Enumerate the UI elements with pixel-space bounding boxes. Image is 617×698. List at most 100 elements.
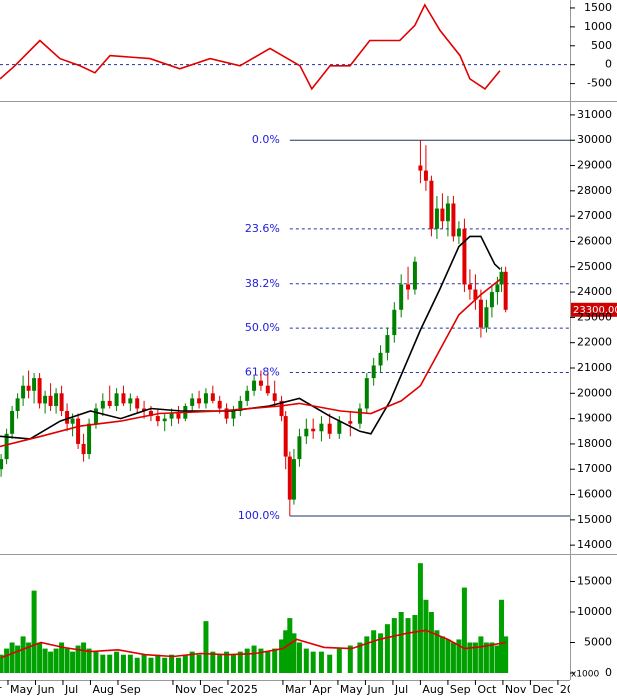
candle-body <box>210 393 215 401</box>
volume-bar <box>59 642 65 673</box>
y-tick-label: 0 <box>605 58 612 71</box>
volume-bar <box>53 648 59 673</box>
series-line <box>0 235 501 440</box>
volume-bar <box>357 642 363 673</box>
candle-body <box>114 393 119 406</box>
x-tick-label: Sep <box>120 683 141 696</box>
volume-bar <box>405 618 411 673</box>
candle-body <box>21 385 26 399</box>
volume-bar <box>434 630 440 673</box>
candle-body <box>135 398 140 409</box>
candle-body <box>15 398 20 412</box>
candle-body <box>107 400 112 406</box>
volume-bar <box>378 633 384 673</box>
candle-body <box>385 335 390 353</box>
fib-label: 38.2% <box>245 277 280 290</box>
x-tick-label: Jul <box>394 683 408 696</box>
volume-bar <box>64 648 70 673</box>
y-tick-label: 14000 <box>577 538 612 551</box>
fib-label: 61.8% <box>245 365 280 378</box>
y-tick-label: 24000 <box>577 285 612 298</box>
volume-bar <box>175 657 181 673</box>
x-tick-label: Dec <box>532 683 553 696</box>
x-axis: AprMayJunJulAugSepNovDec2025MarAprMayJun… <box>0 680 570 696</box>
volume-bar <box>107 654 113 673</box>
candle-body <box>279 400 284 417</box>
candle-body <box>4 433 9 460</box>
x-tick-label: Apr <box>312 683 332 696</box>
x-tick-label: Aug <box>422 683 443 696</box>
volume-bar <box>428 611 434 673</box>
volume-bar <box>445 639 451 673</box>
volume-bar <box>391 618 397 673</box>
volume-bar <box>31 590 37 673</box>
volume-bar <box>467 642 473 673</box>
x-tick-label: Oct <box>477 683 497 696</box>
y-tick-label: -500 <box>587 77 612 90</box>
candle-body <box>176 413 181 419</box>
volume-bar <box>439 636 445 673</box>
y-tick-label: 30000 <box>577 133 612 146</box>
candle-body <box>445 203 450 222</box>
candle-body <box>418 165 423 171</box>
candle-body <box>440 208 445 222</box>
volume-bar <box>327 654 333 673</box>
volume-bar <box>100 654 106 673</box>
candle-body <box>128 398 133 404</box>
volume-bar <box>237 651 243 673</box>
y-tick-label: 5000 <box>584 635 612 648</box>
series-line <box>0 629 506 659</box>
volume-bar <box>244 648 250 673</box>
candle-body <box>467 284 472 290</box>
volume-bar <box>279 639 285 673</box>
candle-body <box>406 284 411 290</box>
fib-label: 0.0% <box>252 133 280 146</box>
x-tick-label: Jun <box>366 683 384 696</box>
candle-body <box>311 428 316 432</box>
volume-bar <box>483 642 489 673</box>
y-tick-label: 1000 <box>584 20 612 33</box>
x-tick-label: Aug <box>92 683 113 696</box>
y-tick-label: 1500 <box>584 1 612 14</box>
volume-bar <box>336 648 342 673</box>
volume-bar <box>423 599 429 673</box>
volume-bar <box>120 654 126 673</box>
candle-body <box>169 413 174 419</box>
y-tick-label: 27000 <box>577 209 612 222</box>
candle-body <box>37 378 42 404</box>
axis-unit: x1000 <box>571 670 600 680</box>
candle-body <box>10 411 15 434</box>
x-tick-label: Dec <box>202 683 223 696</box>
candle-body <box>392 309 397 336</box>
volume-bar <box>20 636 26 673</box>
y-tick-label: 15000 <box>577 574 612 587</box>
x-tick-label: Jul <box>64 683 78 696</box>
candle-body <box>87 423 92 455</box>
volume-bar <box>283 630 289 673</box>
volume-bar <box>450 642 456 673</box>
candle-body <box>429 180 434 229</box>
candle-body <box>59 393 64 412</box>
candle-body <box>162 418 167 422</box>
x-tick-label: 2025 <box>230 683 258 696</box>
candle-body <box>231 411 236 419</box>
y-tick-label: 18000 <box>577 437 612 450</box>
y-tick-label: 19000 <box>577 412 612 425</box>
candle-body <box>224 408 229 419</box>
y-tick-label: 31000 <box>577 108 612 121</box>
volume-bar <box>210 651 216 673</box>
volume-bar <box>182 654 188 673</box>
candle-body <box>217 400 222 409</box>
y-tick-label: 17000 <box>577 462 612 475</box>
y-tick-label: 26000 <box>577 234 612 247</box>
volume-bar <box>203 621 209 673</box>
candle-body <box>484 307 489 328</box>
candle-body <box>203 393 208 404</box>
volume-bar <box>347 645 353 673</box>
volume-bar <box>4 648 10 673</box>
candle-body <box>93 408 98 424</box>
candle-body <box>371 365 376 379</box>
price-panel: 0.0% 23.6% 38.2% 50.0% 61.8% 100.0% <box>0 133 570 522</box>
volume-bar <box>75 645 81 673</box>
